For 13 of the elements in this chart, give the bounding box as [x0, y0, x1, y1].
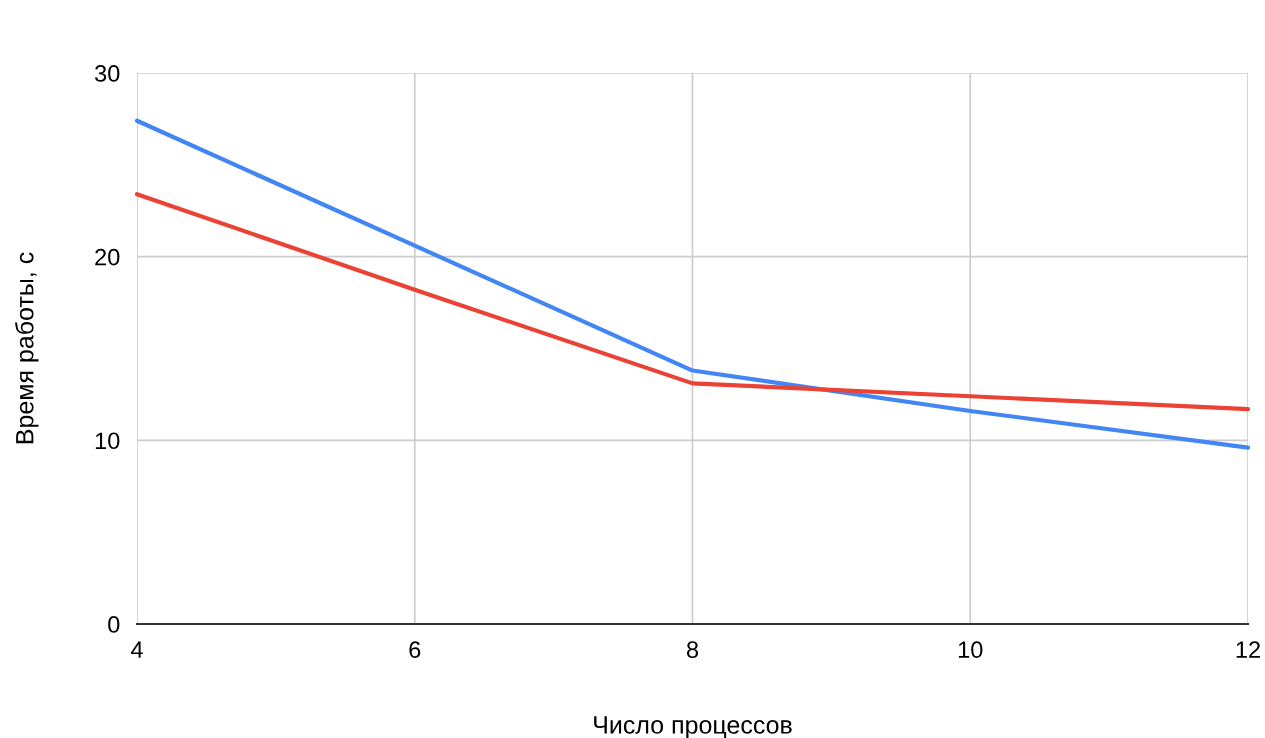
x-tick-label: 4 — [130, 641, 143, 658]
x-axis-title: Число процессов — [594, 716, 792, 738]
line-series — [134, 192, 1251, 412]
y-tick-label: 0 — [108, 616, 120, 633]
x-tick-label: 12 — [1236, 641, 1260, 658]
x-tick-label: 10 — [958, 641, 983, 659]
y-tick-label: 20 — [95, 248, 120, 266]
y-tick-label: 10 — [95, 432, 120, 450]
x-tick-label: 6 — [409, 641, 421, 659]
y-tick-label: 30 — [94, 65, 120, 82]
line-series — [134, 118, 1251, 450]
x-tick-label: 8 — [686, 641, 699, 659]
y-axis-title: Время работы, с — [14, 252, 39, 444]
